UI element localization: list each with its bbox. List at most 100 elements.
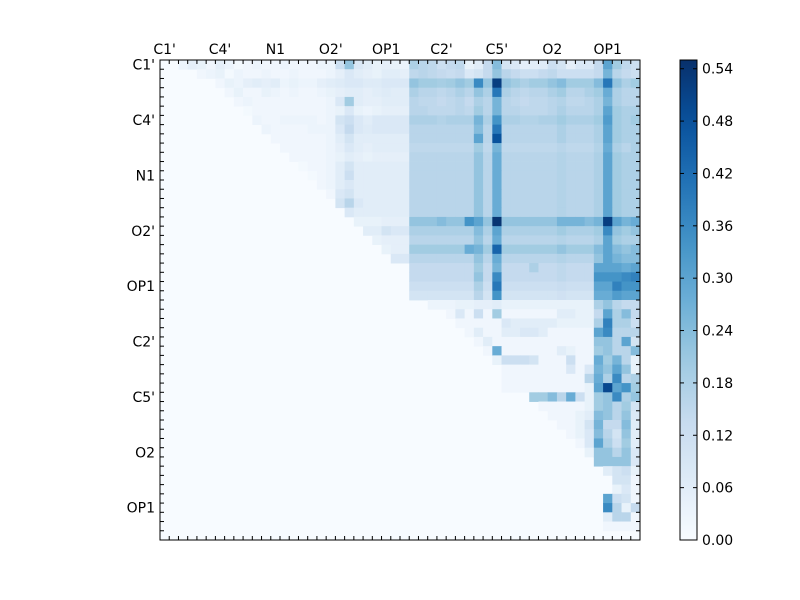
heatmap-cell	[196, 69, 207, 79]
heatmap-cell	[575, 327, 586, 338]
heatmap-cell	[390, 152, 401, 162]
heatmap-cell	[603, 438, 613, 449]
heatmap-cell	[353, 69, 364, 79]
heatmap-cell	[483, 60, 493, 70]
y-tick-label: OP1	[127, 279, 155, 295]
heatmap-cell	[612, 198, 622, 209]
heatmap-cell	[418, 152, 429, 162]
heatmap-cell	[556, 87, 567, 98]
heatmap-cell	[446, 290, 456, 301]
heatmap-cell	[593, 189, 604, 199]
heatmap-cell	[538, 309, 549, 319]
heatmap-cell	[538, 170, 549, 181]
heatmap-cell	[529, 336, 539, 347]
heatmap-cell	[520, 263, 530, 273]
heatmap-cell	[538, 106, 549, 116]
heatmap-cell	[630, 475, 641, 486]
heatmap-cell	[612, 521, 622, 532]
heatmap-cell	[261, 124, 272, 135]
heatmap-cell	[566, 383, 576, 393]
heatmap-cell	[556, 263, 567, 273]
heatmap-cell	[316, 161, 327, 172]
heatmap-cell	[390, 143, 401, 153]
heatmap-cell	[575, 161, 586, 172]
heatmap-cell	[501, 235, 512, 246]
heatmap-cell	[464, 198, 475, 209]
heatmap-cell	[612, 373, 622, 384]
heatmap-cell	[603, 152, 613, 162]
heatmap-cell	[556, 410, 567, 421]
heatmap-cell	[363, 78, 373, 89]
heatmap-cell	[501, 124, 512, 135]
heatmap-cell	[520, 60, 530, 70]
heatmap-cell	[233, 78, 244, 89]
heatmap-cell	[556, 383, 567, 393]
heatmap-cell	[473, 69, 484, 79]
heatmap-cell	[520, 69, 530, 79]
heatmap-cell	[316, 152, 327, 162]
heatmap-cell	[427, 300, 438, 310]
heatmap-cell	[630, 170, 641, 181]
heatmap-cell	[603, 521, 613, 532]
heatmap-cell	[547, 263, 558, 273]
heatmap-cell	[400, 124, 410, 135]
heatmap-cell	[473, 87, 484, 98]
heatmap-cell	[483, 300, 493, 310]
heatmap-cell	[603, 392, 613, 402]
heatmap-cell	[483, 143, 493, 153]
heatmap-cell	[436, 152, 447, 162]
heatmap-cell	[307, 170, 318, 181]
heatmap-cell	[363, 180, 373, 190]
heatmap-cell	[436, 244, 447, 255]
heatmap-cell	[566, 263, 576, 273]
heatmap-cell	[372, 78, 382, 89]
heatmap-cell	[556, 189, 567, 199]
heatmap-cell	[409, 115, 419, 126]
heatmap-cell	[575, 198, 586, 209]
heatmap-cell	[621, 410, 632, 421]
heatmap-cell	[630, 198, 641, 209]
heatmap-cell	[483, 78, 493, 89]
heatmap-cell	[584, 327, 595, 338]
heatmap-cell	[418, 124, 429, 135]
heatmap-cell	[575, 143, 586, 153]
heatmap-cell	[556, 318, 567, 329]
heatmap-cell	[427, 235, 438, 246]
heatmap-cell	[473, 78, 484, 89]
heatmap-cell	[603, 410, 613, 421]
heatmap-cell	[510, 309, 521, 319]
heatmap-cell	[501, 78, 512, 89]
heatmap-cell	[363, 143, 373, 153]
heatmap-cell	[630, 355, 641, 366]
heatmap-cell	[630, 383, 641, 393]
heatmap-cell	[224, 87, 235, 98]
heatmap-cell	[473, 336, 484, 347]
heatmap-cell	[492, 235, 502, 246]
heatmap-cell	[252, 60, 262, 70]
heatmap-cell	[621, 447, 632, 458]
heatmap-cell	[538, 263, 549, 273]
heatmap-cell	[353, 133, 364, 144]
heatmap-cell	[335, 143, 346, 153]
heatmap-cell	[556, 244, 567, 255]
heatmap-cell	[593, 438, 604, 449]
heatmap-cell	[575, 272, 586, 282]
heatmap-cell	[344, 60, 355, 70]
heatmap-cell	[584, 244, 595, 255]
heatmap-cell	[233, 96, 244, 107]
heatmap-cell	[335, 170, 346, 181]
heatmap-cell	[492, 69, 502, 79]
heatmap-cell	[363, 115, 373, 126]
heatmap-cell	[575, 410, 586, 421]
heatmap-cell	[492, 124, 502, 135]
heatmap-cell	[409, 253, 419, 264]
heatmap-cell	[603, 69, 613, 79]
heatmap-cell	[510, 226, 521, 236]
heatmap-cell	[381, 78, 392, 89]
heatmap-cell	[353, 152, 364, 162]
heatmap-cell	[520, 115, 530, 126]
heatmap-cell	[612, 133, 622, 144]
heatmap-cell	[473, 115, 484, 126]
heatmap-cell	[270, 96, 281, 107]
heatmap-cell	[584, 410, 595, 421]
